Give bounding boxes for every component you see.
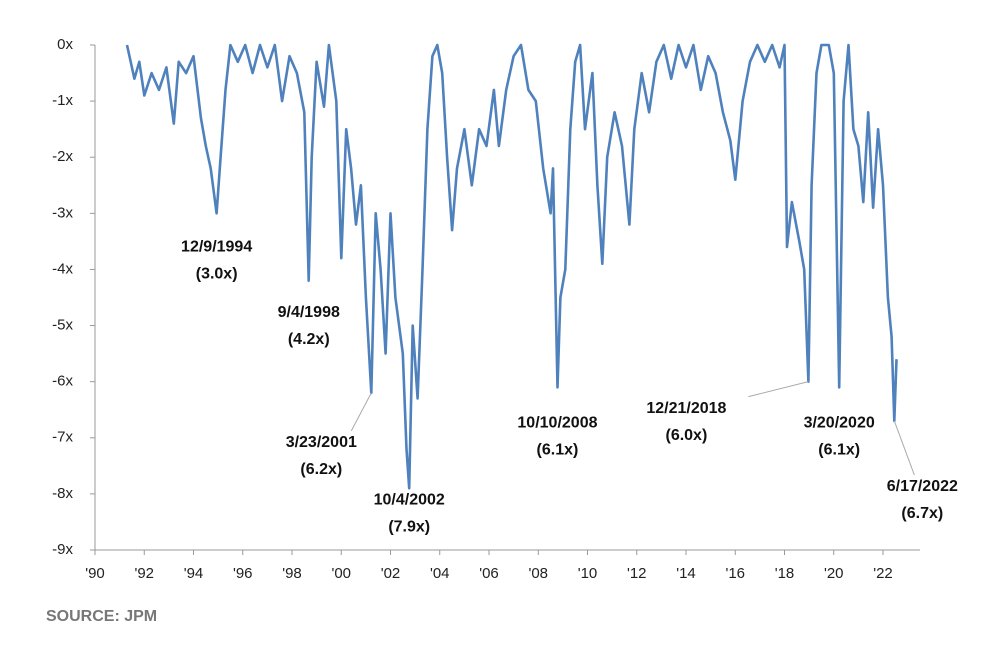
x-tick-label: '92 — [134, 565, 154, 582]
annotation-value: (6.7x) — [901, 505, 943, 522]
x-tick-label: '00 — [331, 565, 351, 582]
annotation-value: (4.2x) — [288, 331, 330, 348]
annotation-date: 9/4/1998 — [278, 304, 340, 321]
y-tick-label: -3x — [52, 204, 73, 221]
y-tick-label: -6x — [52, 373, 73, 390]
annotation-value: (6.1x) — [818, 441, 860, 458]
annotation-date: 12/21/2018 — [646, 400, 726, 417]
y-tick-label: -2x — [52, 148, 73, 165]
x-tick-label: '02 — [381, 565, 401, 582]
leader-line — [748, 381, 809, 398]
annotation-date: 3/23/2001 — [286, 434, 357, 451]
annotation-date: 12/9/1994 — [181, 239, 252, 256]
leader-line — [350, 392, 372, 432]
x-tick-label: '18 — [775, 565, 795, 582]
x-tick-label: '98 — [282, 565, 302, 582]
y-tick-label: -8x — [52, 485, 73, 502]
leader-line — [893, 420, 915, 476]
annotation-date: 10/4/2002 — [374, 491, 445, 508]
x-tick-label: '14 — [676, 565, 696, 582]
annotation-value: (6.0x) — [665, 427, 707, 444]
x-tick-label: '20 — [824, 565, 844, 582]
annotation-value: (6.2x) — [300, 461, 342, 478]
x-tick-label: '16 — [725, 565, 745, 582]
y-tick-label: -5x — [52, 317, 73, 334]
x-tick-label: '12 — [627, 565, 647, 582]
annotation-date: 10/10/2008 — [517, 414, 597, 431]
annotation-value: (3.0x) — [196, 266, 238, 283]
x-tick-label: '04 — [430, 565, 450, 582]
y-tick-label: 0x — [57, 36, 73, 53]
data-line — [125, 43, 898, 490]
y-tick-label: -1x — [52, 92, 73, 109]
x-tick-label: '06 — [479, 565, 499, 582]
annotation-date: 6/17/2022 — [887, 478, 958, 495]
x-tick-label: '22 — [873, 565, 893, 582]
annotation-value: (7.9x) — [388, 518, 430, 535]
x-tick-label: '96 — [233, 565, 253, 582]
source: SOURCE: JPM — [46, 608, 157, 625]
x-tick-label: '94 — [184, 565, 204, 582]
x-tick-label: '08 — [528, 565, 548, 582]
annotation-value: (6.1x) — [537, 441, 579, 458]
x-tick-label: '90 — [85, 565, 105, 582]
y-tick-label: -9x — [52, 541, 73, 558]
y-tick-label: -4x — [52, 260, 73, 277]
y-tick-label: -7x — [52, 429, 73, 446]
x-tick-label: '10 — [578, 565, 598, 582]
annotation-date: 3/20/2020 — [804, 414, 875, 431]
